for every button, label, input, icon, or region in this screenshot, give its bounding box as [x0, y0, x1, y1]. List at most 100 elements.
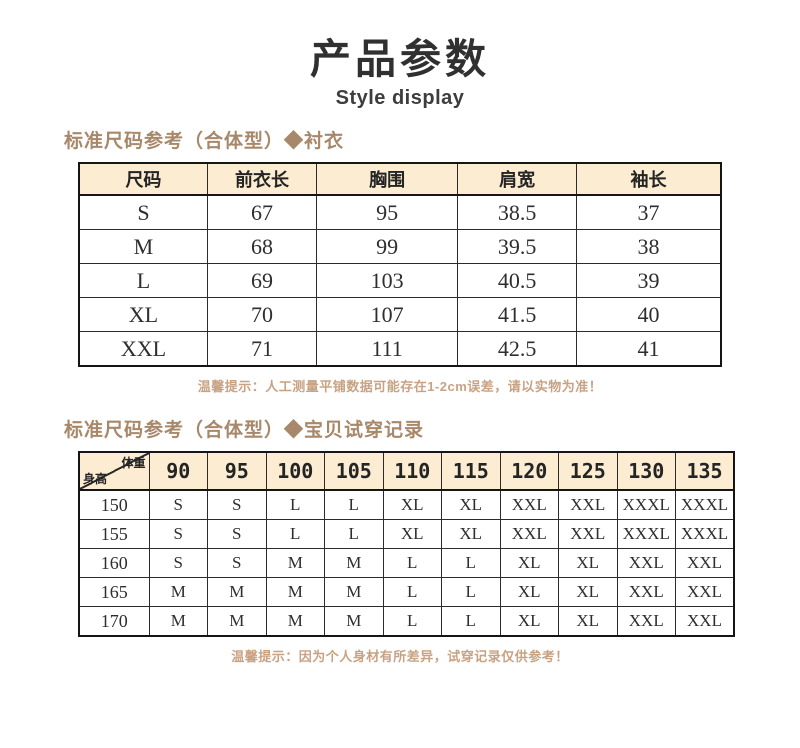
size-cell: XL [558, 548, 618, 579]
weight-column-header: 130 [616, 451, 676, 492]
size-cell: M [265, 606, 325, 637]
table-cell: 95 [316, 194, 459, 231]
size-cell: L [441, 577, 501, 608]
table-cell: 38 [576, 229, 722, 265]
table-cell: XL [78, 297, 208, 333]
size-cell: L [265, 519, 325, 550]
table-row: XXL 71 111 42.5 41 [78, 331, 722, 367]
table-cell: 107 [316, 297, 459, 333]
size-cell: M [148, 606, 208, 637]
weight-column-header: 90 [148, 451, 208, 492]
size-cell: S [148, 489, 208, 521]
size-cell: L [324, 519, 384, 550]
size-cell: L [441, 606, 501, 637]
size-cell: L [382, 577, 442, 608]
weight-column-header: 125 [558, 451, 618, 492]
size-cell: L [382, 548, 442, 579]
corner-header-cell: 体重 身高 [78, 451, 150, 492]
size-cell: S [207, 489, 267, 521]
size-cell: M [265, 548, 325, 579]
shirt-size-section-heading: 标准尺码参考（合体型）◆衬衣 [64, 131, 345, 153]
height-row-header: 165 [78, 577, 150, 608]
column-header-front-length: 前衣长 [206, 162, 318, 197]
size-cell: L [382, 606, 442, 637]
table-row: M 68 99 39.5 38 [78, 229, 722, 265]
column-header-sleeve: 袖长 [576, 162, 722, 197]
shirt-size-table: 尺码 前衣长 胸围 肩宽 袖长 S 67 95 38.5 37 M 68 99 … [78, 162, 722, 368]
size-cell: L [324, 489, 384, 521]
table-cell: 71 [206, 331, 318, 367]
table-cell: 99 [316, 229, 459, 265]
weight-column-header: 100 [265, 451, 325, 492]
table-cell: 103 [316, 263, 459, 299]
size-cell: XL [499, 577, 559, 608]
table-row: 150 S S L L XL XL XXL XXL XXXL XXXL [78, 489, 735, 521]
table-row: 165 M M M M L L XL XL XXL XXL [78, 577, 735, 608]
size-cell: XXL [558, 519, 618, 550]
measurement-disclaimer-note: 温馨提示：人工测量平铺数据可能存在1-2cm误差，请以实物为准！ [197, 379, 603, 395]
table-cell: 67 [206, 194, 318, 231]
column-header-size: 尺码 [78, 162, 208, 197]
size-cell: XXXL [616, 489, 676, 521]
size-cell: XL [558, 577, 618, 608]
table-row: XL 70 107 41.5 40 [78, 297, 722, 333]
size-cell: XXL [499, 519, 559, 550]
size-cell: S [207, 548, 267, 579]
size-cell: XXXL [675, 489, 735, 521]
size-cell: XXL [675, 548, 735, 579]
table-cell: 39.5 [457, 229, 578, 265]
size-cell: L [441, 548, 501, 579]
table-row: 160 S S M M L L XL XL XXL XXL [78, 548, 735, 579]
weight-column-header: 120 [499, 451, 559, 492]
weight-column-header: 135 [675, 451, 735, 492]
size-cell: XXL [675, 577, 735, 608]
size-cell: XXL [499, 489, 559, 521]
size-cell: S [148, 548, 208, 579]
size-cell: XL [382, 519, 442, 550]
size-cell: XXL [558, 489, 618, 521]
page-subtitle: Style display [335, 87, 465, 110]
page-title: 产品参数 [310, 36, 490, 82]
size-cell: XXL [616, 606, 676, 637]
size-cell: XXL [675, 606, 735, 637]
size-cell: XL [558, 606, 618, 637]
size-cell: XL [499, 606, 559, 637]
try-on-disclaimer-note: 温馨提示：因为个人身材有所差异，试穿记录仅供参考！ [231, 649, 569, 665]
table-cell: 40.5 [457, 263, 578, 299]
size-cell: L [265, 489, 325, 521]
size-cell: XL [499, 548, 559, 579]
size-cell: XXXL [675, 519, 735, 550]
table-cell: 111 [316, 331, 459, 367]
title-block: 产品参数 Style display [0, 0, 800, 110]
table-row: L 69 103 40.5 39 [78, 263, 722, 299]
size-cell: XXL [616, 548, 676, 579]
size-cell: XL [441, 489, 501, 521]
table-header-row: 体重 身高 90 95 100 105 110 115 120 125 130 … [78, 451, 735, 492]
height-row-header: 160 [78, 548, 150, 579]
weight-column-header: 115 [441, 451, 501, 492]
size-cell: S [148, 519, 208, 550]
table-row: S 67 95 38.5 37 [78, 194, 722, 231]
table-row: 155 S S L L XL XL XXL XXL XXXL XXXL [78, 519, 735, 550]
height-row-header: 170 [78, 606, 150, 637]
weight-column-header: 110 [382, 451, 442, 492]
table-cell: 70 [206, 297, 318, 333]
size-cell: S [207, 519, 267, 550]
size-cell: M [324, 606, 384, 637]
size-cell: XL [382, 489, 442, 521]
weight-column-header: 105 [324, 451, 384, 492]
height-axis-label: 身高 [83, 472, 108, 487]
table-cell: 41 [576, 331, 722, 367]
weight-axis-label: 体重 [121, 456, 146, 471]
size-cell: XL [441, 519, 501, 550]
size-cell: M [324, 548, 384, 579]
table-cell: 38.5 [457, 194, 578, 231]
size-cell: M [207, 606, 267, 637]
size-cell: M [324, 577, 384, 608]
table-cell: 39 [576, 263, 722, 299]
table-cell: L [78, 263, 208, 299]
height-row-header: 150 [78, 489, 150, 521]
size-cell: XXXL [616, 519, 676, 550]
table-cell: M [78, 229, 208, 265]
table-cell: XXL [78, 331, 208, 367]
